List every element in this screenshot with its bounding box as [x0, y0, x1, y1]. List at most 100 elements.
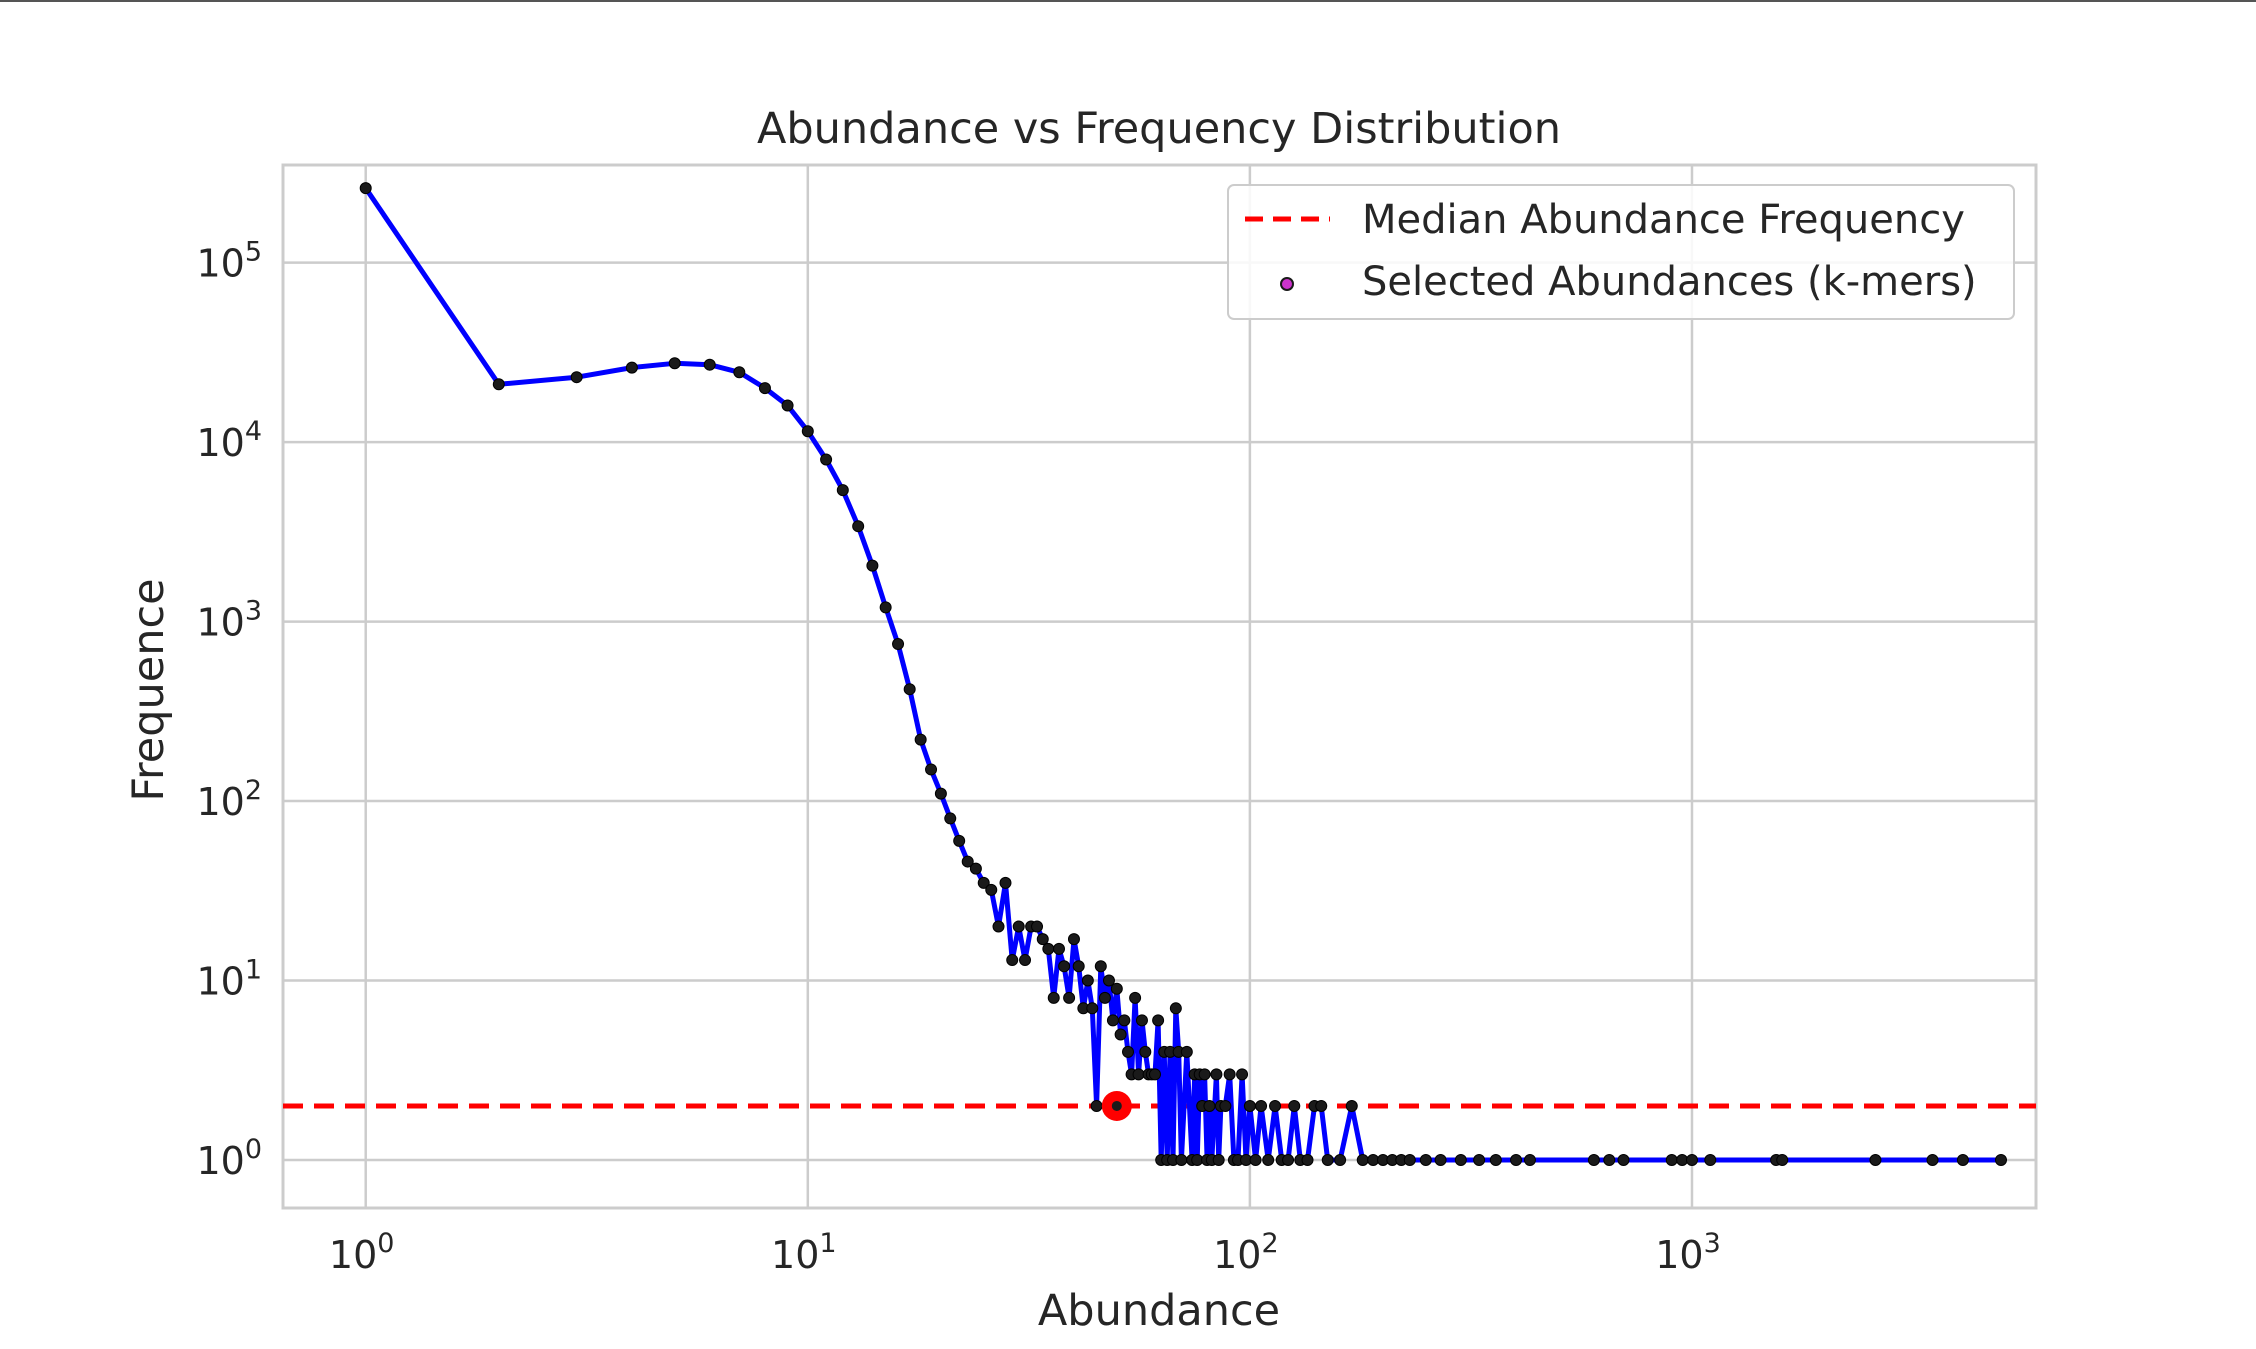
data-point: [1282, 1153, 1295, 1166]
data-point: [1212, 1153, 1225, 1166]
data-point: [1106, 1014, 1119, 1027]
data-point: [852, 520, 865, 533]
data-point: [1489, 1153, 1502, 1166]
data-point: [781, 399, 794, 412]
data-point: [820, 453, 833, 466]
data-point: [1249, 1153, 1262, 1166]
data-point: [1114, 1028, 1127, 1041]
data-point: [961, 855, 974, 868]
data-point: [1135, 1014, 1148, 1027]
data-point: [999, 876, 1012, 889]
data-point: [1776, 1153, 1789, 1166]
legend-median-label: Median Abundance Frequency: [1362, 197, 1965, 243]
data-point: [903, 683, 916, 696]
data-point: [1019, 954, 1032, 967]
data-point: [668, 357, 681, 370]
data-point: [1262, 1153, 1275, 1166]
y-tick-label-0: 100: [196, 1134, 262, 1183]
data-point: [1175, 1153, 1188, 1166]
legend-box: [1227, 184, 2015, 320]
data-point: [1454, 1153, 1467, 1166]
data-point: [1301, 1153, 1314, 1166]
x-tick-label-2: 102: [1213, 1228, 1279, 1277]
data-point: [977, 876, 990, 889]
data-point: [758, 382, 771, 395]
data-point: [1523, 1153, 1536, 1166]
series-layer: [359, 182, 2007, 1166]
data-point: [570, 371, 583, 384]
data-point: [1434, 1153, 1447, 1166]
data-point: [1926, 1153, 1939, 1166]
data-point: [1510, 1153, 1523, 1166]
data-point: [1203, 1099, 1216, 1112]
data-point: [1321, 1153, 1334, 1166]
data-point: [1473, 1153, 1486, 1166]
legend-selected-label: Selected Abundances (k-mers): [1362, 259, 1977, 305]
legend: Median Abundance Frequency Selected Abun…: [1227, 184, 2015, 320]
data-point: [1094, 960, 1107, 973]
data-point: [934, 787, 947, 800]
data-point: [992, 920, 1005, 933]
x-tick-labels: 100 101 102 103: [329, 1228, 1721, 1277]
data-point: [1356, 1153, 1369, 1166]
data-point: [1086, 1002, 1099, 1015]
highlight-point-marker: [1111, 1100, 1122, 1111]
data-point: [1255, 1099, 1268, 1112]
data-point: [1236, 1068, 1249, 1081]
x-tick-label-3: 103: [1655, 1228, 1721, 1277]
data-point: [866, 559, 879, 572]
data-point: [1419, 1153, 1432, 1166]
y-tick-label-4: 104: [196, 416, 262, 465]
data-point: [1129, 991, 1142, 1004]
data-point: [1047, 991, 1060, 1004]
data-point: [1031, 920, 1044, 933]
data-point: [1012, 920, 1025, 933]
plot-frame: [281, 163, 2038, 1210]
legend-selected-swatch: [1280, 277, 1294, 291]
data-point: [1994, 1153, 2007, 1166]
data-point: [1345, 1099, 1358, 1112]
data-point: [1121, 1045, 1134, 1058]
data-point: [1219, 1099, 1232, 1112]
data-point: [1152, 1014, 1165, 1027]
data-point: [1118, 1014, 1131, 1027]
data-point: [1036, 933, 1049, 946]
data-point: [1052, 942, 1065, 955]
data-point: [625, 361, 638, 374]
y-tick-labels: 100 101 102 103 104 105: [196, 237, 262, 1183]
data-point: [1587, 1153, 1600, 1166]
x-axis-label: Abundance: [1038, 1286, 1280, 1336]
data-point: [892, 637, 905, 650]
data-point: [969, 862, 982, 875]
data-point: [1067, 933, 1080, 946]
data-point: [1288, 1099, 1301, 1112]
data-point: [1210, 1068, 1223, 1081]
y-tick-label-1: 101: [196, 955, 262, 1004]
data-point: [1665, 1153, 1678, 1166]
top-border-line: [0, 0, 2256, 2]
y-tick-label-2: 102: [196, 775, 262, 824]
y-tick-label-3: 103: [196, 596, 262, 645]
series-line-0: [363, 186, 2001, 1163]
highlight-layer: [1101, 1090, 1132, 1121]
data-point: [914, 733, 927, 746]
data-point: [985, 883, 998, 896]
data-point: [1403, 1153, 1416, 1166]
data-point: [1685, 1153, 1698, 1166]
data-point: [953, 834, 966, 847]
data-point: [1090, 1099, 1103, 1112]
data-point: [1180, 1045, 1193, 1058]
data-point: [1169, 1002, 1182, 1015]
data-point: [1956, 1153, 1969, 1166]
y-axis-label: Frequence: [124, 578, 174, 801]
data-point: [801, 425, 814, 438]
data-point: [1139, 1045, 1152, 1058]
data-point: [1603, 1153, 1616, 1166]
data-point: [925, 763, 938, 776]
data-point: [1269, 1099, 1282, 1112]
x-tick-label-1: 101: [771, 1228, 837, 1277]
x-tick-label-0: 100: [329, 1228, 395, 1277]
data-point: [1334, 1153, 1347, 1166]
data-point: [1704, 1153, 1717, 1166]
